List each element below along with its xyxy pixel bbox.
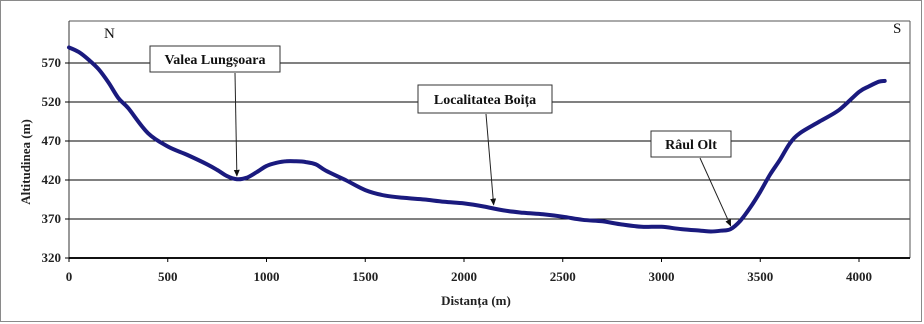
south-label: S: [893, 21, 901, 37]
x-tick-label: 0: [66, 269, 73, 284]
y-tick-label: 570: [42, 55, 62, 70]
y-tick-label: 520: [42, 94, 62, 109]
x-axis-title: Distanța (m): [441, 293, 511, 309]
x-tick-label: 500: [158, 269, 178, 284]
y-axis-title: Altitudinea (m): [18, 119, 33, 205]
annotations: Valea Lungșoara Localitatea Boița Râul Olt: [149, 45, 732, 227]
annotation-arrow: [699, 157, 732, 227]
x-tick-label: 1500: [352, 269, 378, 284]
annotation-box: [149, 45, 281, 73]
x-tick-label: 3000: [649, 269, 675, 284]
y-tick-label: 420: [42, 172, 62, 187]
annotation-box: [650, 130, 732, 158]
x-tick-label: 3500: [747, 269, 773, 284]
x-tick-label: 4000: [846, 269, 872, 284]
y-tick-label: 470: [42, 133, 62, 148]
annotation-arrow: [233, 72, 240, 177]
y-axis-ticks: 320 370 420 470 520 570: [42, 55, 69, 265]
x-tick-label: 1000: [254, 269, 280, 284]
annotation-arrow: [485, 113, 497, 206]
annotation-box: [417, 84, 553, 114]
y-tick-label: 370: [42, 211, 62, 226]
y-tick-label: 320: [42, 250, 62, 265]
annotation-label: Localitatea Boița: [434, 93, 536, 108]
annotation-label: Valea Lungșoara: [164, 53, 265, 68]
x-axis-ticks: 0 500 1000 1500 2000 2500 3000 3500 4000: [66, 258, 872, 284]
altitude-profile-line: [67, 45, 887, 234]
north-label: N: [104, 26, 115, 42]
annotation-label: Râul Olt: [665, 138, 717, 153]
x-tick-label: 2000: [451, 269, 477, 284]
x-tick-label: 2500: [550, 269, 576, 284]
